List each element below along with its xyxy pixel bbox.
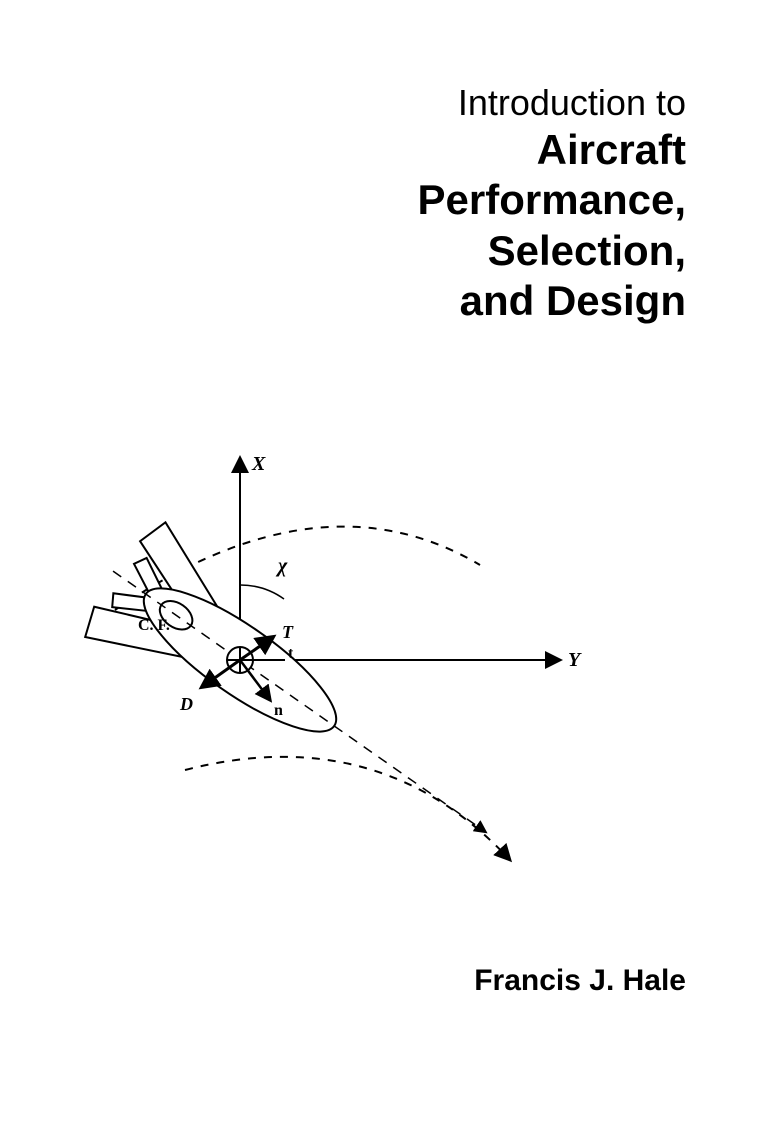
axis-y-label: Y bbox=[568, 649, 582, 671]
title-line-3: Performance, bbox=[418, 175, 686, 225]
angle-chi-label: χ bbox=[275, 555, 288, 577]
vector-T-label: T bbox=[282, 622, 294, 642]
vector-CF-label: C. F. bbox=[138, 617, 170, 634]
author-name: Francis J. Hale bbox=[474, 964, 686, 998]
book-title: Introduction to Aircraft Performance, Se… bbox=[418, 80, 686, 327]
title-line-4: Selection, bbox=[418, 226, 686, 276]
axis-x-label: X bbox=[251, 453, 266, 475]
vector-D-label: D bbox=[179, 694, 193, 714]
trajectory-arc-lower bbox=[185, 757, 510, 860]
title-line-1: Introduction to bbox=[418, 80, 686, 125]
title-line-5: and Design bbox=[418, 276, 686, 326]
vector-n-label: n bbox=[274, 702, 283, 719]
aircraft-force-diagram: X Y χ T D C. F. t n bbox=[60, 440, 620, 880]
title-line-2: Aircraft bbox=[418, 125, 686, 175]
angle-chi-arc bbox=[240, 585, 284, 599]
vector-t-label: t bbox=[288, 645, 294, 662]
aircraft-body bbox=[73, 514, 526, 880]
